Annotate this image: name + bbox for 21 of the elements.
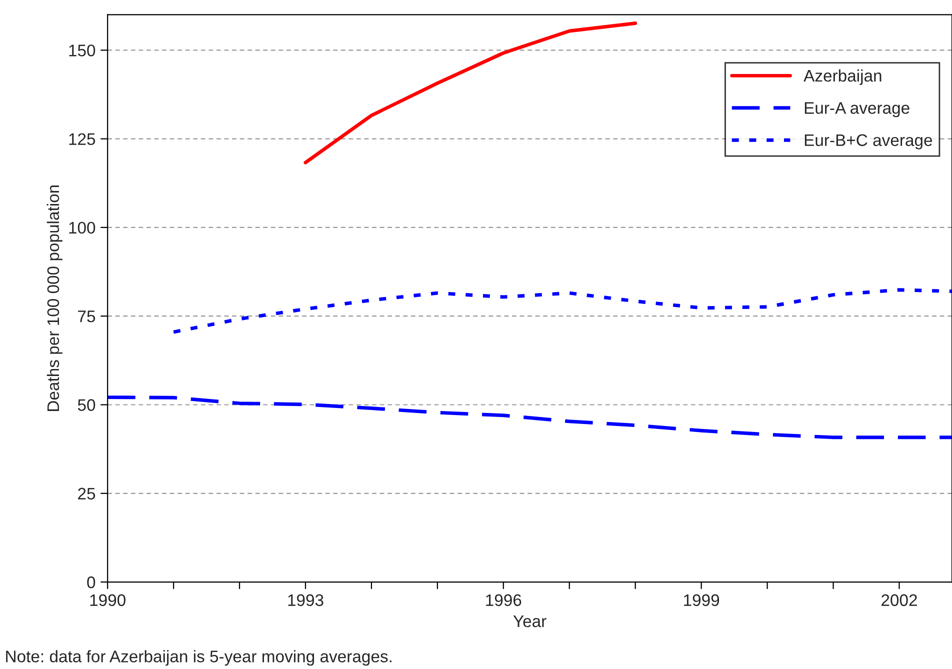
x-tick-label: 1999 xyxy=(684,594,720,606)
y-tick-label: 150 xyxy=(69,44,96,56)
x-tick-label: 1996 xyxy=(486,594,522,606)
y-tick-label: 100 xyxy=(69,222,96,234)
x-tick-label: 1993 xyxy=(288,594,324,606)
line-series xyxy=(172,288,952,334)
line-series xyxy=(108,396,952,440)
legend-label: Azerbaijan xyxy=(804,69,882,85)
line-series xyxy=(304,21,638,164)
y-tick-label: 75 xyxy=(78,310,96,322)
y-tick-label: 50 xyxy=(78,399,96,411)
legend-label: Eur-B+C average xyxy=(804,134,932,150)
y-tick-label: 25 xyxy=(78,488,96,500)
text: Note: data for Azerbaijan is 5-year moving averages. xyxy=(6,650,392,666)
y-tick-label: 0 xyxy=(87,576,96,588)
x-axis-title: Year xyxy=(513,616,546,628)
y-tick-label: 125 xyxy=(69,133,96,146)
x-tick-label: 1990 xyxy=(90,594,126,606)
y-axis-title: Deaths per 100 000 population xyxy=(46,185,62,411)
x-tick-label: 2002 xyxy=(882,594,917,606)
legend-label: Eur-A average xyxy=(804,102,910,118)
